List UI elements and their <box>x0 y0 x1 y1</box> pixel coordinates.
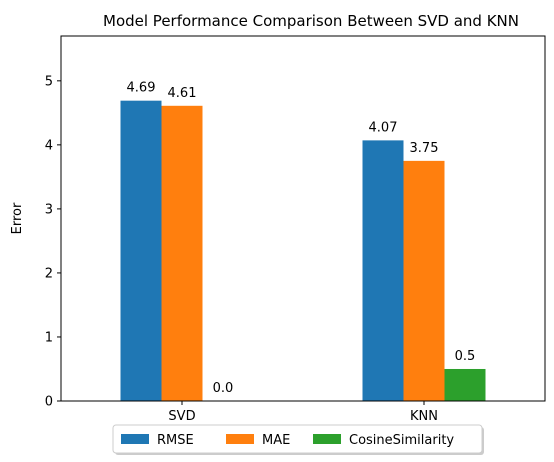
legend[interactable]: RMSE MAE CosineSimilarity <box>112 424 484 455</box>
y-axis: 0 1 2 3 4 5 <box>45 74 61 410</box>
bar-mae-svd <box>161 105 203 401</box>
bar-mae-knn <box>403 160 445 401</box>
legend-label-cosinesimilarity: CosineSimilarity <box>349 433 454 448</box>
data-label: 4.07 <box>369 120 398 135</box>
legend-label-mae: MAE <box>262 433 290 448</box>
plot-frame <box>60 35 546 402</box>
legend-label-rmse: RMSE <box>157 433 194 448</box>
data-label: 4.69 <box>127 81 156 96</box>
y-tick-label: 4 <box>45 138 53 153</box>
bar-cosinesimilarity-knn <box>444 368 486 401</box>
legend-swatch-mae <box>226 434 254 444</box>
bar-rmse-knn <box>362 140 404 401</box>
x-axis: SVD KNN <box>168 401 438 424</box>
data-label: 0.0 <box>213 381 234 396</box>
chart-title: Model Performance Comparison Between SVD… <box>103 12 519 30</box>
data-label: 3.75 <box>410 141 439 156</box>
legend-box <box>112 424 483 454</box>
bar-rmse-svd <box>120 100 162 401</box>
y-tick-label: 1 <box>45 330 53 345</box>
data-label: 0.5 <box>455 349 476 364</box>
y-tick-label: 2 <box>45 266 53 281</box>
y-tick-label: 5 <box>45 74 53 89</box>
legend-swatch-cosinesimilarity <box>313 434 341 444</box>
x-tick-label: KNN <box>410 409 438 424</box>
y-tick-label: 3 <box>45 202 53 217</box>
x-tick-label: SVD <box>168 409 195 424</box>
y-tick-label: 0 <box>45 395 53 410</box>
y-axis-label: Error <box>10 202 25 234</box>
legend-swatch-rmse <box>121 434 149 444</box>
data-label: 4.61 <box>168 86 197 101</box>
plot-area: 4.69 4.61 0.0 4.07 3.75 0.5 <box>120 81 486 401</box>
